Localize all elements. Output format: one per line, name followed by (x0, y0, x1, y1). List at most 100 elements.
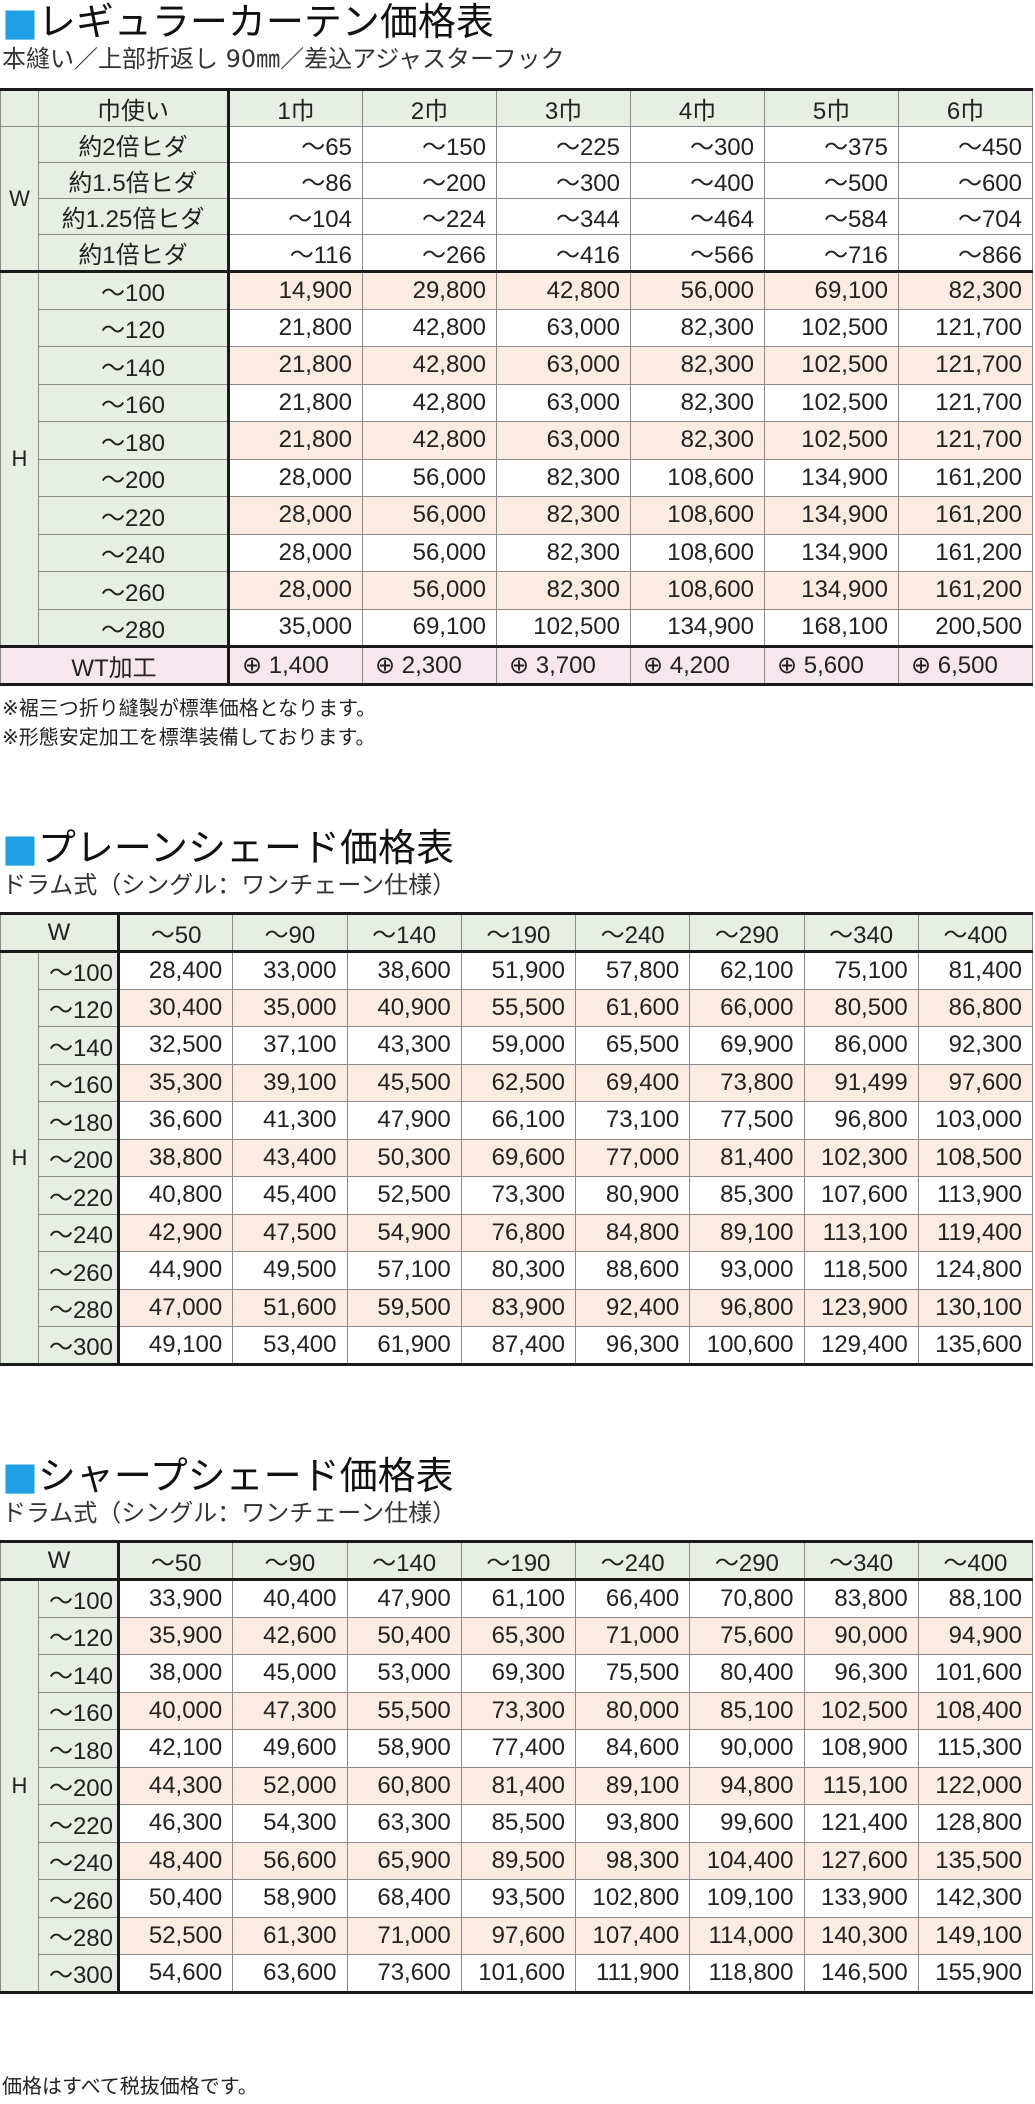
width-column-header: ～90 (232, 913, 348, 952)
price-cell: 33,900 (116, 1578, 234, 1618)
price-cell: 47,500 (232, 1213, 348, 1252)
price-cell: 134,900 (764, 533, 899, 572)
price-cell: 98,300 (574, 1841, 691, 1880)
price-cell: 52,500 (346, 1176, 462, 1215)
price-cell: 86,000 (803, 1026, 919, 1065)
price-cell: 86,800 (917, 988, 1034, 1027)
price-cell: 28,000 (227, 571, 363, 610)
title-square-icon: ■ (2, 826, 38, 870)
price-cell: 93,500 (460, 1879, 577, 1918)
price-cell: 89,500 (460, 1841, 577, 1880)
fold-ratio-label: 約1.25倍ヒダ (38, 198, 229, 235)
price-cell: 58,900 (232, 1879, 348, 1918)
price-cell: 56,000 (362, 571, 497, 610)
price-cell: 88,100 (917, 1578, 1034, 1618)
price-cell: 135,600 (917, 1326, 1034, 1365)
regular-curtain-section: ■レギュラーカーテン価格表 本縫い／上部折返し 90㎜／差込アジャスターフック … (0, 0, 1035, 752)
price-cell: 102,300 (803, 1138, 919, 1177)
h-row: ～220 46,300 54,300 63,300 85,500 93,800 99,600… (1, 1804, 1034, 1843)
price-cell: 102,500 (764, 421, 899, 460)
height-label: ～280 (38, 1288, 119, 1327)
regular-curtain-title: ■レギュラーカーテン価格表 (0, 0, 1035, 44)
price-cell: 94,900 (917, 1616, 1034, 1655)
price-cell: 42,100 (116, 1729, 234, 1768)
wt-price-cell: ⊕ 3,700 (496, 645, 631, 685)
height-label: ～140 (38, 1654, 119, 1693)
price-cell: 69,300 (460, 1654, 577, 1693)
price-cell: 54,300 (232, 1804, 348, 1843)
height-label: ～180 (38, 421, 229, 460)
width-value-cell: ～104 (227, 198, 363, 235)
price-cell: 40,000 (116, 1691, 234, 1730)
price-cell: 44,300 (116, 1766, 234, 1805)
price-cell: 33,000 (232, 950, 348, 990)
price-cell: 113,100 (803, 1213, 919, 1252)
price-cell: 61,600 (574, 988, 691, 1027)
width-value-cell: ～65 (227, 126, 363, 163)
price-cell: 88,600 (574, 1251, 691, 1290)
price-cell: 113,900 (917, 1176, 1034, 1215)
price-cell: 35,300 (116, 1063, 234, 1102)
w-side-label: W (0, 126, 39, 272)
height-label: ～180 (38, 1729, 119, 1768)
price-cell: 46,300 (116, 1804, 234, 1843)
price-cell: 58,900 (346, 1729, 462, 1768)
price-cell: 21,800 (227, 346, 363, 385)
price-cell: 140,300 (803, 1916, 919, 1955)
price-cell: 81,400 (460, 1766, 577, 1805)
price-cell: 61,300 (232, 1916, 348, 1955)
price-cell: 65,500 (574, 1026, 691, 1065)
price-cell: 101,600 (460, 1954, 577, 1993)
price-cell: 21,800 (227, 421, 363, 460)
price-cell: 121,700 (898, 383, 1033, 422)
width-value-cell: ～400 (630, 162, 765, 199)
regular-curtain-price-table: 巾使い 1巾 2巾 3巾 4巾 5巾 6巾 W 約2倍ヒダ ～65 ～150 ～225 ～300 ～375… (0, 88, 1033, 686)
width-column-header: ～90 (232, 1541, 348, 1580)
width-column-header: ～140 (346, 1541, 462, 1580)
price-cell: 155,900 (917, 1954, 1034, 1993)
height-label: ～120 (38, 1616, 119, 1655)
price-cell: 85,300 (689, 1176, 805, 1215)
h-row: ～160 40,000 47,300 55,500 73,300 80,000 85,100… (1, 1691, 1034, 1730)
price-cell: 97,600 (917, 1063, 1034, 1102)
price-cell: 121,700 (898, 308, 1033, 347)
price-cell: 28,400 (116, 950, 234, 990)
width-column-header: ～400 (917, 1541, 1034, 1580)
price-cell: 83,800 (803, 1578, 919, 1618)
price-cell: 37,100 (232, 1026, 348, 1065)
h-row: ～200 44,300 52,000 60,800 81,400 89,100 94,800… (1, 1766, 1034, 1805)
width-value-cell: ～566 (630, 234, 765, 272)
h-row: ～200 28,000 56,000 82,300 108,600 134,900 161,… (1, 458, 1033, 497)
price-cell: 47,900 (346, 1101, 462, 1140)
price-cell: 84,800 (574, 1213, 691, 1252)
price-cell: 107,400 (574, 1916, 691, 1955)
price-cell: 134,900 (764, 571, 899, 610)
height-label: ～140 (38, 1026, 119, 1065)
price-cell: 51,600 (232, 1288, 348, 1327)
price-cell: 56,000 (362, 533, 497, 572)
price-cell: 118,500 (803, 1251, 919, 1290)
price-cell: 70,800 (689, 1578, 805, 1618)
price-cell: 56,000 (630, 270, 765, 310)
price-cell: 77,400 (460, 1729, 577, 1768)
width-value-cell: ～866 (898, 234, 1033, 272)
price-cell: 45,000 (232, 1654, 348, 1693)
width-column-header: ～290 (689, 1541, 805, 1580)
price-cell: 124,800 (917, 1251, 1034, 1290)
tax-note-footer: 価格はすべて税抜価格です。 (2, 2074, 258, 2098)
price-cell: 63,000 (496, 383, 631, 422)
fold-ratio-label: 約1倍ヒダ (38, 234, 229, 272)
price-cell: 75,500 (574, 1654, 691, 1693)
width-value-cell: ～224 (362, 198, 497, 235)
price-cell: 142,300 (917, 1879, 1034, 1918)
price-cell: 127,600 (803, 1841, 919, 1880)
width-column-header: ～190 (460, 913, 577, 952)
price-cell: 42,800 (362, 421, 497, 460)
h-row: ～240 42,900 47,500 54,900 76,800 84,800 89,100… (1, 1213, 1034, 1252)
regular-curtain-notes: ※裾三つ折り縫製が標準価格となります。 ※形態安定加工を標準装備しております。 (0, 694, 1035, 752)
column-header: 1巾 (227, 89, 363, 127)
height-label: ～200 (38, 1766, 119, 1805)
price-cell: 56,600 (232, 1841, 348, 1880)
sharp-shade-title: ■シャープシェード価格表 (0, 1454, 1035, 1498)
price-cell: 49,100 (116, 1326, 234, 1365)
